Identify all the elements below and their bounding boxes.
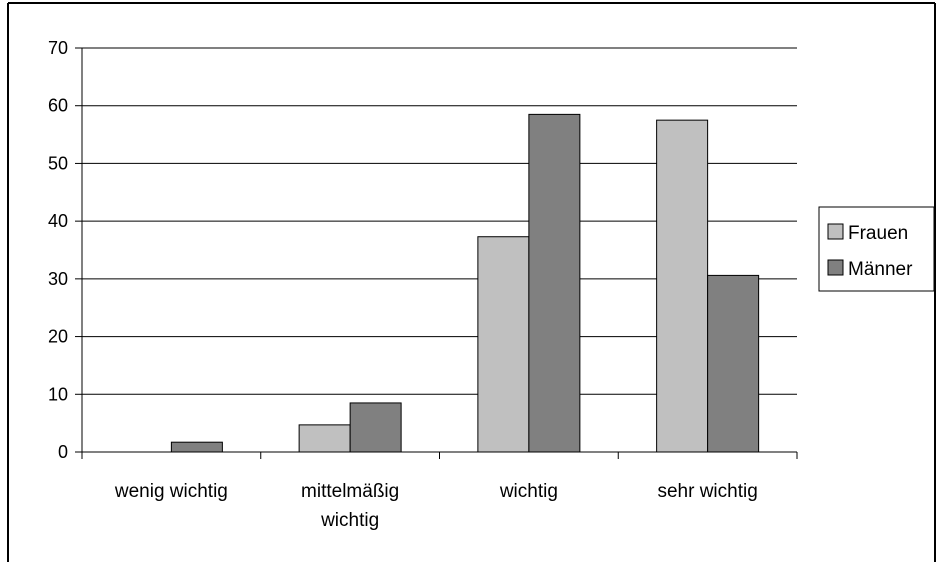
y-tick-label: 20 bbox=[48, 327, 68, 347]
y-tick-label: 70 bbox=[48, 38, 68, 58]
y-tick-label: 10 bbox=[48, 384, 68, 404]
legend-swatch-frauen bbox=[827, 223, 844, 240]
x-category-labels: wenig wichtig mittelmäßig wichtig wichtig se… bbox=[114, 481, 758, 531]
x-category-label: sehr wichtig bbox=[657, 481, 757, 502]
bar-frauen-3 bbox=[656, 119, 709, 453]
legend-label-männer: Männer bbox=[848, 259, 913, 280]
bar-männer-3 bbox=[707, 274, 760, 453]
x-category-label: wichtig bbox=[499, 481, 558, 502]
y-tick-label: 30 bbox=[48, 269, 68, 289]
y-tick-label: 0 bbox=[58, 442, 68, 462]
y-tick-label: 50 bbox=[48, 153, 68, 173]
bar-männer-0 bbox=[170, 441, 223, 453]
bar-frauen-1 bbox=[298, 424, 351, 453]
bar-männer-1 bbox=[349, 402, 402, 453]
legend-swatch-männer bbox=[827, 259, 844, 276]
y-tick-labels: 0 10 20 30 40 50 60 70 bbox=[48, 38, 68, 462]
gridlines bbox=[82, 47, 797, 395]
x-category-label: wichtig bbox=[320, 510, 379, 531]
x-category-label: mittelmäßig bbox=[301, 481, 399, 502]
bars-group bbox=[170, 113, 760, 453]
x-category-label: wenig wichtig bbox=[114, 481, 228, 502]
legend: Frauen Männer bbox=[818, 206, 935, 292]
axes-group bbox=[75, 47, 798, 459]
legend-label-frauen: Frauen bbox=[848, 223, 908, 244]
y-tick-label: 60 bbox=[48, 96, 68, 116]
legend-box bbox=[818, 206, 935, 292]
bar-männer-2 bbox=[528, 113, 581, 453]
y-tick-label: 40 bbox=[48, 211, 68, 231]
bar-frauen-2 bbox=[477, 236, 530, 453]
